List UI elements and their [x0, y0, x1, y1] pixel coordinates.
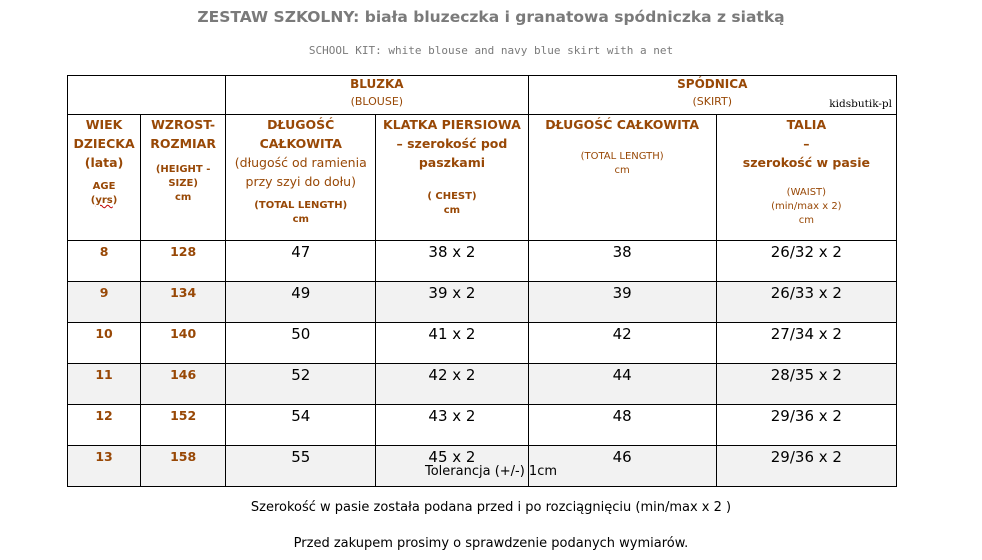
chest-label-en: ( CHEST) — [427, 191, 477, 202]
cell-skirt-length: 46 — [527, 445, 717, 487]
cell-chest: 39 x 2 — [375, 281, 529, 323]
waist-label-3: szerokość w pasie — [742, 155, 870, 170]
waist-label-en-2: (min/max x 2) — [771, 201, 842, 212]
blouse-length-unit: cm — [292, 214, 309, 225]
brand-label: kidsbutik-pl — [829, 98, 892, 110]
tolerance-note: Tolerancja (+/-) 1cm — [424, 464, 558, 479]
age-label-en-yrs: yrs — [95, 195, 113, 206]
height-label-2: ROZMIAR — [150, 136, 216, 151]
height-unit: cm — [174, 192, 192, 203]
cell-skirt-length: 48 — [527, 404, 717, 446]
blouse-length-label-1: DŁUGOŚĆ — [267, 117, 335, 132]
cell-age: 9 — [66, 281, 142, 323]
cell-skirt-length: 39 — [527, 281, 717, 323]
cell-waist: 27/34 x 2 — [715, 322, 898, 364]
page-title: ZESTAW SZKOLNY: biała bluzeczka i granat… — [197, 8, 785, 26]
cell-blouse-length: 55 — [225, 445, 377, 487]
age-label-2: DZIECKA — [73, 136, 135, 151]
height-label-en-2: SIZE) — [168, 178, 198, 189]
blouse-length-label-en: (TOTAL LENGTH) — [254, 200, 348, 211]
blouse-group-label: BLUZKA — [350, 77, 404, 91]
blouse-length-desc-2: przy szyi do dołu) — [245, 174, 356, 189]
chest-label-3: paszkami — [418, 155, 485, 170]
table-row: 13 158 55 45 x 2 46 29/36 x 2 — [66, 445, 898, 487]
column-header-row: WIEK DZIECKA (lata) AGE (yrs) WZROST- RO… — [66, 114, 898, 241]
size-rows: 8 128 47 38 x 2 38 26/32 x 2 9 134 49 39 x 2 39 26/… — [66, 240, 898, 487]
cell-chest: 41 x 2 — [375, 322, 529, 364]
cell-height: 128 — [140, 240, 227, 282]
skirt-length-label-en: (TOTAL LENGTH) — [580, 151, 664, 162]
cell-waist: 29/36 x 2 — [715, 445, 898, 487]
cell-chest: 38 x 2 — [375, 240, 529, 282]
age-label-en-unit: (yrs) — [90, 195, 118, 206]
table-row: 10 140 50 41 x 2 42 27/34 x 2 — [66, 322, 898, 364]
cell-height: 140 — [140, 322, 227, 364]
table-row: 8 128 47 38 x 2 38 26/32 x 2 — [66, 240, 898, 282]
col-header-blouse-length: DŁUGOŚĆ CAŁKOWITA (długość od ramienia p… — [225, 114, 377, 241]
waist-label-en: (WAIST) — [786, 187, 827, 198]
col-header-waist: TALIA – szerokość w pasie (WAIST) (min/m… — [715, 114, 898, 241]
page-subtitle: SCHOOL KIT: white blouse and navy blue s… — [308, 44, 674, 57]
cell-height: 158 — [140, 445, 227, 487]
cell-age: 11 — [66, 363, 142, 405]
cell-blouse-length: 49 — [225, 281, 377, 323]
waist-label-2: – — [803, 136, 810, 151]
cell-height: 152 — [140, 404, 227, 446]
cell-height: 146 — [140, 363, 227, 405]
empty-corner-cell — [66, 75, 227, 115]
cell-waist: 29/36 x 2 — [715, 404, 898, 446]
col-header-chest: KLATKA PIERSIOWA – szerokość pod paszkam… — [375, 114, 529, 241]
skirt-length-unit: cm — [614, 165, 630, 176]
cell-chest: 45 x 2 — [375, 445, 529, 487]
cell-chest: 43 x 2 — [375, 404, 529, 446]
cell-age: 12 — [66, 404, 142, 446]
cell-blouse-length: 47 — [225, 240, 377, 282]
age-label-1: WIEK — [85, 117, 123, 132]
table-row: 9 134 49 39 x 2 39 26/33 x 2 — [66, 281, 898, 323]
cell-age: 8 — [66, 240, 142, 282]
height-label-1: WZROST- — [151, 117, 216, 132]
waist-note: Szerokość w pasie została podana przed i… — [250, 500, 732, 515]
age-label-3: (lata) — [84, 155, 124, 170]
cell-skirt-length: 44 — [527, 363, 717, 405]
cell-waist: 26/33 x 2 — [715, 281, 898, 323]
skirt-group-label: SPÓDNICA — [677, 77, 748, 91]
col-header-height: WZROST- ROZMIAR (HEIGHT - SIZE) cm — [140, 114, 227, 241]
cell-age: 10 — [66, 322, 142, 364]
table-row: 12 152 54 43 x 2 48 29/36 x 2 — [66, 404, 898, 446]
waist-unit: cm — [798, 215, 814, 226]
col-header-skirt-length: DŁUGOŚĆ CAŁKOWITA (TOTAL LENGTH) cm — [527, 114, 717, 241]
cell-blouse-length: 54 — [225, 404, 377, 446]
age-label-en: AGE — [92, 181, 116, 192]
blouse-group-header: BLUZKA (BLOUSE) — [225, 75, 529, 115]
cell-waist: 28/35 x 2 — [715, 363, 898, 405]
skirt-group-header: SPÓDNICA (SKIRT) kidsbutik-pl — [527, 75, 898, 115]
size-table: BLUZKA (BLOUSE) SPÓDNICA (SKIRT) kidsbut… — [66, 75, 898, 487]
skirt-group-sub: (SKIRT) — [692, 95, 733, 108]
cell-blouse-length: 52 — [225, 363, 377, 405]
cell-height: 134 — [140, 281, 227, 323]
table-row: 11 146 52 42 x 2 44 28/35 x 2 — [66, 363, 898, 405]
cell-waist: 26/32 x 2 — [715, 240, 898, 282]
blouse-length-label-2: CAŁKOWITA — [259, 136, 342, 151]
check-note: Przed zakupem prosimy o sprawdzenie poda… — [293, 536, 689, 551]
blouse-group-sub: (BLOUSE) — [350, 95, 404, 108]
cell-skirt-length: 38 — [527, 240, 717, 282]
group-header-row: BLUZKA (BLOUSE) SPÓDNICA (SKIRT) kidsbut… — [66, 75, 898, 115]
waist-label-1: TALIA — [786, 117, 827, 132]
height-label-en-1: (HEIGHT - — [155, 164, 211, 175]
cell-skirt-length: 42 — [527, 322, 717, 364]
chest-label-2: – szerokość pod — [396, 136, 508, 151]
chest-label-1: KLATKA PIERSIOWA — [383, 117, 521, 132]
blouse-length-desc-1: (długość od ramienia — [234, 155, 367, 170]
cell-chest: 42 x 2 — [375, 363, 529, 405]
chest-unit: cm — [443, 205, 461, 216]
cell-blouse-length: 50 — [225, 322, 377, 364]
col-header-age: WIEK DZIECKA (lata) AGE (yrs) — [66, 114, 142, 241]
skirt-length-label: DŁUGOŚĆ CAŁKOWITA — [545, 117, 700, 132]
